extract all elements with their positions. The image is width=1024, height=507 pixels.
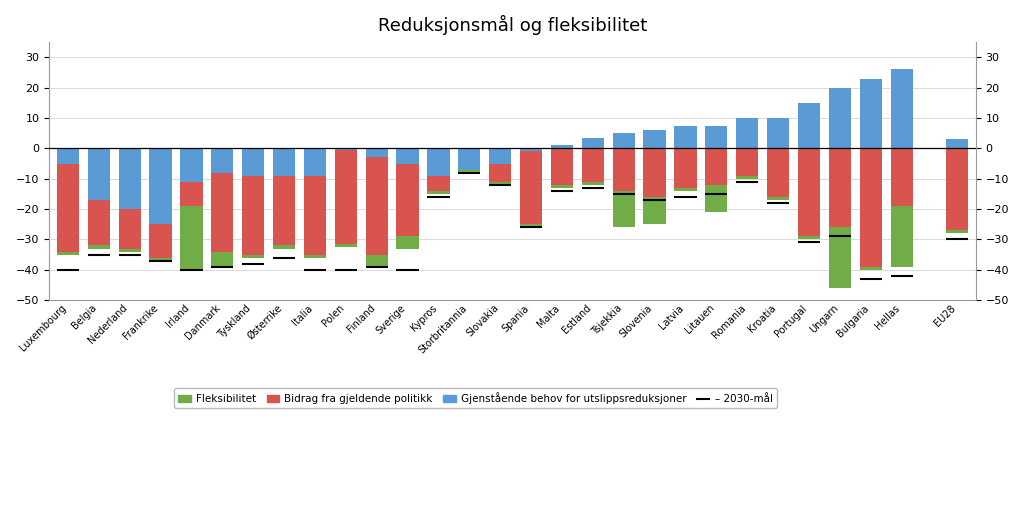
- Bar: [520, 152, 542, 224]
- Bar: [119, 248, 140, 251]
- Bar: [396, 236, 419, 248]
- Bar: [520, 224, 542, 227]
- Bar: [366, 149, 388, 158]
- Bar: [828, 227, 851, 288]
- Bar: [736, 149, 759, 176]
- Bar: [798, 103, 820, 149]
- Bar: [150, 149, 172, 224]
- Bar: [706, 149, 727, 185]
- Bar: [520, 149, 542, 152]
- Bar: [242, 149, 264, 176]
- Bar: [180, 149, 203, 182]
- Bar: [582, 149, 604, 182]
- Bar: [211, 173, 233, 251]
- Bar: [56, 251, 79, 255]
- Bar: [396, 164, 419, 236]
- Bar: [675, 188, 696, 191]
- Bar: [180, 182, 203, 206]
- Bar: [551, 146, 573, 149]
- Bar: [891, 69, 912, 149]
- Bar: [304, 176, 326, 255]
- Bar: [860, 149, 882, 267]
- Bar: [767, 149, 790, 197]
- Bar: [427, 176, 450, 191]
- Bar: [458, 149, 480, 170]
- Bar: [56, 164, 79, 251]
- Bar: [427, 191, 450, 194]
- Bar: [273, 245, 295, 248]
- Bar: [736, 176, 759, 179]
- Bar: [767, 197, 790, 200]
- Bar: [366, 158, 388, 255]
- Bar: [56, 149, 79, 164]
- Bar: [798, 149, 820, 236]
- Bar: [551, 149, 573, 185]
- Bar: [180, 206, 203, 270]
- Bar: [612, 133, 635, 149]
- Bar: [612, 149, 635, 191]
- Bar: [860, 79, 882, 149]
- Bar: [211, 149, 233, 173]
- Bar: [643, 197, 666, 224]
- Bar: [675, 149, 696, 188]
- Bar: [551, 185, 573, 188]
- Bar: [828, 149, 851, 227]
- Bar: [891, 206, 912, 267]
- Bar: [798, 236, 820, 239]
- Bar: [706, 185, 727, 212]
- Bar: [736, 118, 759, 149]
- Bar: [150, 258, 172, 261]
- Bar: [489, 149, 511, 164]
- Bar: [643, 149, 666, 197]
- Bar: [458, 170, 480, 173]
- Bar: [366, 255, 388, 267]
- Bar: [675, 126, 696, 149]
- Bar: [335, 149, 357, 150]
- Bar: [946, 230, 969, 233]
- Bar: [582, 182, 604, 185]
- Bar: [211, 251, 233, 267]
- Bar: [88, 149, 110, 200]
- Title: Reduksjonsmål og fleksibilitet: Reduksjonsmål og fleksibilitet: [378, 15, 647, 35]
- Bar: [828, 88, 851, 149]
- Bar: [612, 191, 635, 227]
- Bar: [119, 209, 140, 248]
- Bar: [242, 176, 264, 255]
- Bar: [489, 182, 511, 185]
- Bar: [335, 244, 357, 247]
- Bar: [891, 149, 912, 206]
- Bar: [860, 267, 882, 270]
- Bar: [489, 164, 511, 182]
- Bar: [643, 130, 666, 149]
- Bar: [273, 149, 295, 176]
- Bar: [706, 126, 727, 149]
- Bar: [396, 149, 419, 164]
- Bar: [150, 224, 172, 258]
- Bar: [335, 150, 357, 244]
- Bar: [273, 176, 295, 245]
- Bar: [242, 255, 264, 258]
- Bar: [88, 200, 110, 245]
- Bar: [946, 139, 969, 149]
- Bar: [582, 138, 604, 149]
- Bar: [304, 149, 326, 176]
- Bar: [427, 149, 450, 176]
- Bar: [304, 255, 326, 258]
- Bar: [88, 245, 110, 248]
- Bar: [119, 149, 140, 209]
- Bar: [767, 118, 790, 149]
- Legend: Fleksibilitet, Bidrag fra gjeldende politikk, Gjenstående behov for utslippsredu: Fleksibilitet, Bidrag fra gjeldende poli…: [174, 388, 777, 408]
- Bar: [946, 149, 969, 230]
